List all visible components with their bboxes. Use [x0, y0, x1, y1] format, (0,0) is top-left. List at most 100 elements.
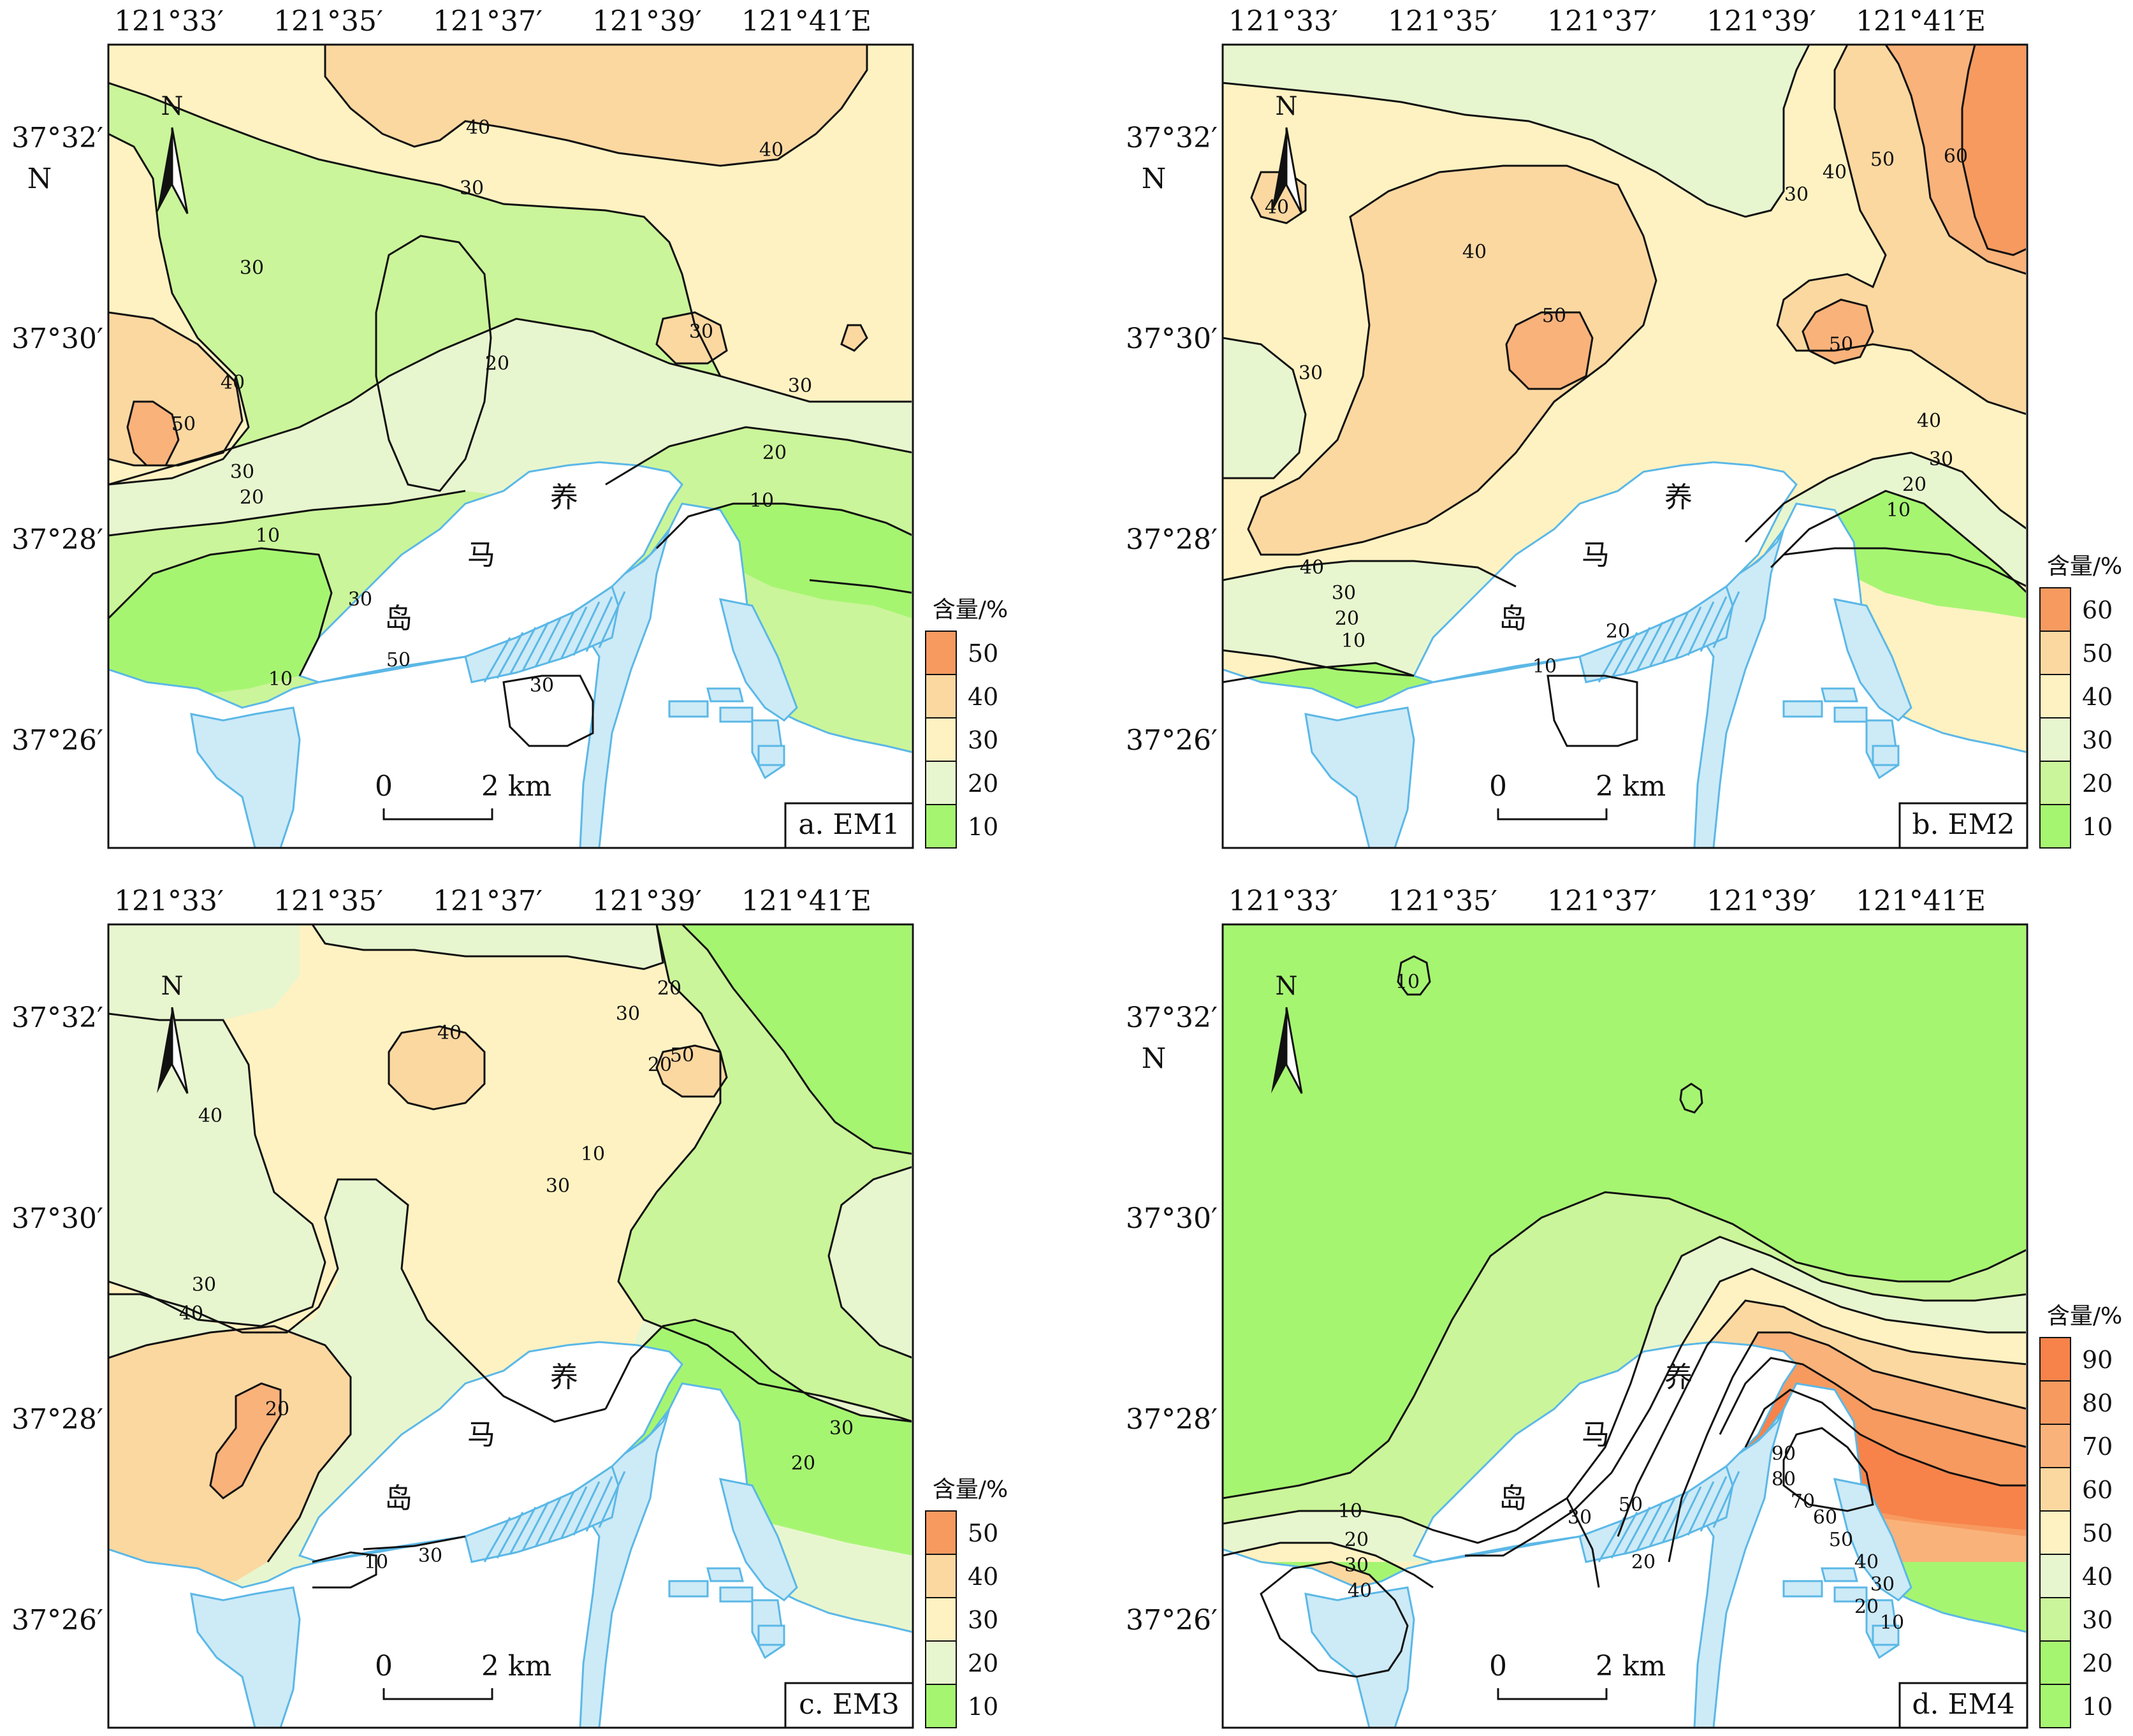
panel-title: b. EM2	[1912, 808, 2014, 841]
contour-line	[209, 1382, 282, 1499]
lon-tick-label: 121°41′E	[741, 5, 871, 38]
legend-value: 10	[2082, 813, 2113, 841]
contour-label: 10	[1532, 655, 1557, 678]
water-body	[1304, 1586, 1415, 1728]
lon-tick-label: 121°35′	[273, 5, 383, 38]
contour-line	[1783, 547, 2026, 587]
lon-tick-label: 121°37′	[1547, 5, 1657, 38]
contour-line	[1782, 1427, 1874, 1512]
lat-unit-label: N	[1142, 163, 1167, 195]
legend-value: 20	[2082, 1649, 2113, 1677]
lon-tick-label: 121°39′	[592, 5, 702, 38]
contour-line	[502, 675, 594, 747]
legend-swatch	[2039, 804, 2071, 849]
contour-label: 30	[1568, 1506, 1592, 1529]
contour-line	[1223, 1236, 2026, 1544]
legend-swatch	[925, 674, 957, 718]
lat-unit-label: N	[1142, 1042, 1167, 1075]
harbor-pool	[1782, 700, 1823, 718]
water-body	[190, 1586, 301, 1728]
legend-value: 80	[2082, 1389, 2113, 1417]
contour-line	[1770, 490, 2026, 594]
legend-value: 10	[968, 813, 998, 841]
lat-tick-label: 37°28′	[1126, 1403, 1218, 1436]
lon-tick-label: 121°35′	[1388, 885, 1497, 917]
contour-fill-region	[829, 1167, 912, 1358]
legend-value: 30	[2082, 726, 2113, 754]
aquaculture-grid	[1578, 1464, 1740, 1563]
legend-value: 40	[968, 1563, 998, 1591]
legend-swatch	[925, 804, 957, 849]
harbor-pool	[1782, 1580, 1823, 1598]
north-label: N	[1276, 92, 1298, 121]
contour-fill-region	[1506, 312, 1592, 389]
contour-label: 30	[230, 461, 254, 483]
north-label: N	[161, 92, 184, 121]
panel-d: 121°33′ 121°35′ 121°37′ 121°39′ 121°41′E 37°3…	[1126, 885, 2122, 1729]
contour-line	[655, 311, 728, 365]
land-area	[1223, 1382, 2026, 1728]
contour-line	[312, 1551, 377, 1589]
scale-distance-label: 2 km	[1596, 1650, 1666, 1682]
contour-label: 20	[1606, 620, 1630, 643]
contour-line	[1247, 164, 1657, 556]
contour-line	[108, 1178, 606, 1423]
contour-line	[827, 1166, 912, 1359]
contour-label: 30	[1299, 362, 1323, 384]
legend-swatch	[925, 631, 957, 675]
contour-fill-region	[210, 1383, 280, 1498]
legend-value: 50	[2082, 1519, 2113, 1547]
map-a: 40 40 30 30 30 20 30 40 50 30 20 10 20 10 10 30 50 30 养马岛 N…	[108, 45, 912, 848]
contour-fill-region	[657, 1046, 727, 1097]
legend-swatch	[2039, 587, 2071, 632]
contour-line	[1961, 45, 2026, 256]
contour-label: 20	[657, 977, 681, 1000]
lat-tick-label: 37°32′	[1126, 122, 1218, 154]
lon-tick-label: 121°33′	[114, 5, 224, 38]
lon-tick-label: 121°33′	[1228, 885, 1338, 917]
scale-zero-label: 0	[375, 770, 393, 803]
place-name-char: 岛	[1499, 602, 1527, 635]
scale-distance-label: 2 km	[481, 770, 551, 803]
lon-tick-label: 121°35′	[1388, 5, 1497, 38]
harbor-pool	[1872, 1624, 1900, 1646]
contour-line	[840, 324, 868, 352]
panel-b: 121°33′ 121°35′ 121°37′ 121°39′ 121°41′E 37°3…	[1126, 5, 2122, 849]
legend-value: 50	[2082, 639, 2113, 667]
contour-label: 10	[1880, 1612, 1904, 1634]
contour-line	[1223, 649, 1415, 677]
land-area	[1223, 502, 2026, 848]
contour-label: 20	[485, 353, 509, 375]
lon-ticks-a: 121°33′ 121°35′ 121°37′ 121°39′ 121°41′E	[114, 5, 871, 38]
place-name-char: 养	[1664, 481, 1693, 514]
contour-label: 20	[1854, 1596, 1879, 1618]
legend-swatch	[925, 717, 957, 762]
contour-line	[108, 1012, 326, 1327]
contour-line	[311, 924, 664, 970]
lat-tick-label: 37°28′	[11, 1403, 103, 1436]
contour-label: 50	[1829, 1529, 1853, 1551]
panel-title: d. EM4	[1912, 1688, 2014, 1721]
lon-tick-label: 121°41′E	[1856, 5, 1986, 38]
contour-label: 10	[268, 668, 293, 690]
legend-swatch	[925, 1684, 957, 1728]
lat-tick-label: 37°32′	[11, 122, 103, 154]
lon-tick-label: 121°41′E	[1856, 885, 1986, 917]
lon-tick-label: 121°37′	[1547, 885, 1657, 917]
contour-label: 60	[1944, 145, 1968, 168]
contour-label: 10	[581, 1143, 605, 1165]
place-name-char: 马	[467, 1419, 495, 1451]
scale-distance-label: 2 km	[481, 1650, 551, 1682]
contour-label: 40	[759, 139, 783, 161]
contour-line	[809, 579, 912, 594]
legend-swatch	[2039, 1684, 2071, 1728]
contour-label: 40	[1854, 1551, 1879, 1573]
contour-line	[604, 1318, 912, 1423]
lon-ticks-c: 121°33′ 121°35′ 121°37′ 121°39′ 121°41′E	[114, 885, 871, 917]
lat-ticks-c: 37°32′ 37°30′ 37°28′ 37°26′	[11, 1002, 103, 1637]
panel-title-box: a. EM1	[784, 802, 914, 849]
legend-value: 10	[2082, 1693, 2113, 1721]
contour-line	[1397, 955, 1431, 996]
panel-title: c. EM3	[799, 1688, 899, 1721]
harbor-pool	[719, 1586, 753, 1603]
